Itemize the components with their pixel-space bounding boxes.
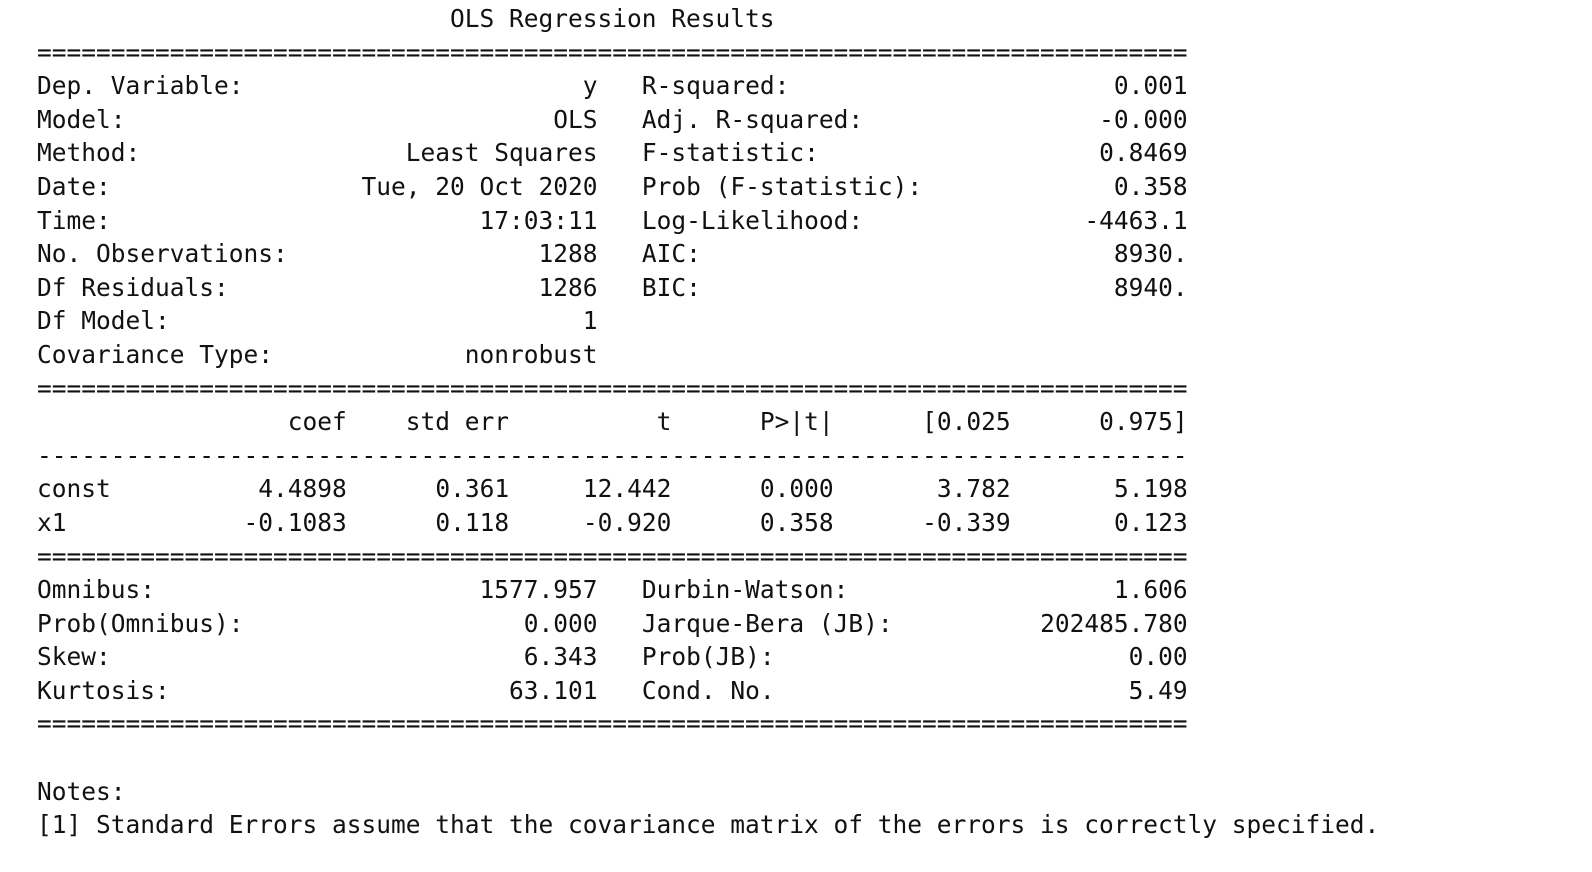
row-label: Df Model: xyxy=(37,306,170,336)
report-title-text: OLS Regression Results xyxy=(450,4,775,33)
stat-value: 8940. xyxy=(1113,272,1188,302)
row-value: Tue, 20 Oct 2020 xyxy=(361,171,598,201)
diagnostics-row: Omnibus: 1577.957 Durbin-Watson: 1.606 xyxy=(37,573,1379,607)
stat-value: 0.00 xyxy=(1128,642,1188,672)
notes-line: [1] Standard Errors assume that the cova… xyxy=(37,810,1380,840)
stat-label: Cond. No. xyxy=(641,675,775,705)
row-value: 63.101 xyxy=(509,675,598,705)
model-info-section: Dep. Variable: y R-squared: 0.001 Model:… xyxy=(37,69,1379,371)
diagnostics-row: Prob(Omnibus): 0.000 Jarque-Bera (JB): 2… xyxy=(37,607,1379,641)
model-info-row: No. Observations: 1288 AIC: 8930. xyxy=(37,237,1379,271)
row-value: 1288 xyxy=(538,239,598,269)
row-value: 6.343 xyxy=(523,642,598,672)
diagnostics-row: Skew: 6.343 Prob(JB): 0.00 xyxy=(37,640,1379,674)
row-value: 0.000 xyxy=(523,608,598,638)
stat-label: Prob (F-statistic): xyxy=(641,171,923,201)
stat-label: BIC: xyxy=(641,272,701,302)
row-label: No. Observations: xyxy=(37,239,288,269)
rule-minor: ----------------------------------------… xyxy=(37,440,1188,470)
coef-header-cell: P>|t| xyxy=(759,407,834,437)
row-label: Method: xyxy=(37,138,141,168)
coef-cell: 0.123 xyxy=(1113,507,1188,537)
rule-after-coef: ========================================… xyxy=(37,541,1188,571)
coef-row: const 4.4898 0.361 12.442 0.000 3.782 5.… xyxy=(37,472,1379,506)
row-label: Covariance Type: xyxy=(37,339,274,369)
row-value: 1286 xyxy=(538,272,598,302)
row-value: OLS xyxy=(553,104,598,134)
stat-value: 8930. xyxy=(1113,239,1188,269)
coef-cell: 0.118 xyxy=(435,507,510,537)
stat-value: -0.000 xyxy=(1099,104,1188,134)
coef-header-cell: std err xyxy=(405,407,510,437)
stat-label: F-statistic: xyxy=(641,138,819,168)
row-label: Date: xyxy=(37,171,111,201)
stat-label: AIC: xyxy=(641,239,701,269)
stat-label: Adj. R-squared: xyxy=(641,104,864,134)
model-info-row: Method: Least Squares F-statistic: 0.846… xyxy=(37,136,1379,170)
row-label: Dep. Variable: xyxy=(37,71,244,101)
stat-label: Jarque-Bera (JB): xyxy=(641,608,893,638)
stat-value: 5.49 xyxy=(1128,675,1188,705)
coef-header-cell: 0.975] xyxy=(1099,407,1188,437)
rule-top: ========================================… xyxy=(37,37,1188,67)
coef-row: x1 -0.1083 0.118 -0.920 0.358 -0.339 0.1… xyxy=(37,506,1379,540)
coef-header-cell: t xyxy=(656,407,672,437)
regression-report: OLS Regression Results =================… xyxy=(37,2,1379,842)
row-label: Df Residuals: xyxy=(37,272,229,302)
rule-after-model-info: ========================================… xyxy=(37,373,1188,403)
stat-label: Prob(JB): xyxy=(641,642,775,672)
stat-value: 202485.780 xyxy=(1040,608,1188,638)
coef-row-name: x1 xyxy=(37,507,67,537)
row-value: 1577.957 xyxy=(479,575,598,605)
model-info-row: Time: 17:03:11 Log-Likelihood: -4463.1 xyxy=(37,204,1379,238)
model-info-row: Df Model: 1 xyxy=(37,304,1379,338)
coef-cell: -0.920 xyxy=(582,507,672,537)
row-label: Skew: xyxy=(37,642,111,672)
model-info-row: Model: OLS Adj. R-squared: -0.000 xyxy=(37,103,1379,137)
diagnostics-section: Omnibus: 1577.957 Durbin-Watson: 1.606 P… xyxy=(37,573,1379,707)
model-info-row: Df Residuals: 1286 BIC: 8940. xyxy=(37,271,1379,305)
diagnostics-row: Kurtosis: 63.101 Cond. No. 5.49 xyxy=(37,674,1379,708)
coef-table: const 4.4898 0.361 12.442 0.000 3.782 5.… xyxy=(37,472,1379,539)
stat-value: 0.001 xyxy=(1113,71,1188,101)
row-value: nonrobust xyxy=(464,339,598,369)
row-label: Kurtosis: xyxy=(37,675,170,705)
coef-cell: 3.782 xyxy=(936,474,1011,504)
row-label: Omnibus: xyxy=(37,575,156,605)
coef-header-row: coef std err t P>|t| [0.025 0.975] xyxy=(37,405,1379,439)
stat-value: -4463.1 xyxy=(1084,205,1188,235)
coef-header-cell: coef xyxy=(287,407,347,437)
row-value: y xyxy=(582,71,598,101)
model-info-row: Covariance Type: nonrobust xyxy=(37,338,1379,372)
coef-cell: -0.1083 xyxy=(243,507,347,537)
stat-label: Durbin-Watson: xyxy=(641,575,849,605)
report-title: OLS Regression Results xyxy=(37,2,1379,36)
blank-line xyxy=(37,741,1379,775)
stat-value: 1.606 xyxy=(1113,575,1188,605)
coef-cell: 5.198 xyxy=(1113,474,1188,504)
coef-cell: 12.442 xyxy=(582,474,672,504)
coef-cell: 0.358 xyxy=(759,507,834,537)
coef-cell: -0.339 xyxy=(922,507,1011,537)
coef-row-name: const xyxy=(37,474,111,504)
row-value: 17:03:11 xyxy=(479,205,598,235)
row-value: Least Squares xyxy=(405,138,598,168)
stat-label: Log-Likelihood: xyxy=(641,205,864,235)
model-info-row: Dep. Variable: y R-squared: 0.001 xyxy=(37,69,1379,103)
coef-header-cell: [0.025 xyxy=(922,407,1011,437)
stat-value: 0.358 xyxy=(1113,171,1188,201)
coef-cell: 0.361 xyxy=(435,474,510,504)
row-label: Model: xyxy=(37,104,126,134)
stat-label: R-squared: xyxy=(641,71,790,101)
model-info-row: Date: Tue, 20 Oct 2020 Prob (F-statistic… xyxy=(37,170,1379,204)
coef-cell: 4.4898 xyxy=(258,474,347,504)
notes-title: Notes: xyxy=(37,776,126,806)
rule-bottom: ========================================… xyxy=(37,709,1188,739)
coef-cell: 0.000 xyxy=(759,474,834,504)
row-value: 1 xyxy=(582,306,598,336)
stat-value: 0.8469 xyxy=(1099,138,1188,168)
row-label: Prob(Omnibus): xyxy=(37,608,244,638)
row-label: Time: xyxy=(37,205,111,235)
